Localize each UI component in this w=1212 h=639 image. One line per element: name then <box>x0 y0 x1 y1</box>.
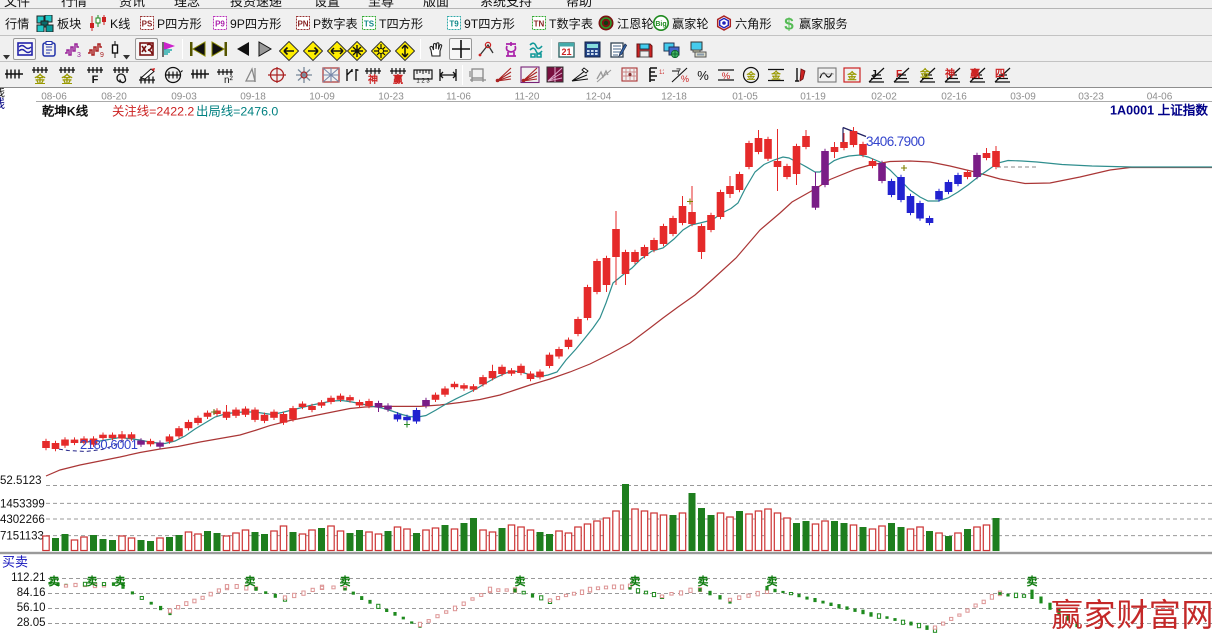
svg-text:Big: Big <box>655 21 666 28</box>
svg-text:n²: n² <box>224 75 234 84</box>
svg-text:11-20: 11-20 <box>515 92 540 103</box>
svg-text:神: 神 <box>945 67 955 80</box>
svg-text:卖: 卖 <box>340 574 351 588</box>
svg-text:T9: T9 <box>449 20 459 29</box>
svg-text:$: $ <box>784 15 794 32</box>
svg-text:卖: 卖 <box>698 574 709 588</box>
svg-text:09-18: 09-18 <box>240 92 266 103</box>
svg-text:买卖: 买卖 <box>2 555 28 570</box>
svg-text:03-09: 03-09 <box>1010 92 1036 103</box>
svg-text:TS: TS <box>364 20 375 29</box>
svg-text:56.10: 56.10 <box>17 602 46 614</box>
svg-text:出局线=2476.0: 出局线=2476.0 <box>196 105 278 119</box>
svg-text:赢家财富网: 赢家财富网 <box>1051 597 1212 633</box>
svg-text:卖: 卖 <box>1027 574 1038 588</box>
svg-text:金: 金 <box>61 72 74 84</box>
svg-text:01-05: 01-05 <box>732 92 758 103</box>
svg-text:PN: PN <box>297 20 308 29</box>
svg-text:线: 线 <box>0 88 5 99</box>
svg-text:卖: 卖 <box>245 574 256 588</box>
svg-text:赢: 赢 <box>393 73 403 84</box>
svg-text:卖: 卖 <box>767 574 778 588</box>
svg-text:金: 金 <box>846 71 857 83</box>
svg-text:TN: TN <box>534 20 545 29</box>
svg-text:02-16: 02-16 <box>941 92 967 103</box>
svg-text:123: 123 <box>659 70 664 76</box>
svg-text:线: 线 <box>0 97 5 111</box>
svg-text:01-19: 01-19 <box>800 92 826 103</box>
svg-text:金: 金 <box>745 70 756 81</box>
svg-text:卖: 卖 <box>115 574 126 588</box>
svg-text:金: 金 <box>770 70 781 82</box>
svg-text:P9: P9 <box>215 20 225 29</box>
svg-text:卖: 卖 <box>630 574 641 588</box>
svg-text:金: 金 <box>34 72 47 84</box>
svg-text:09-03: 09-03 <box>171 92 197 103</box>
svg-text:9: 9 <box>100 52 104 57</box>
svg-text:11-06: 11-06 <box>446 92 471 103</box>
svg-text:12-18: 12-18 <box>661 92 687 103</box>
svg-text:03-23: 03-23 <box>1078 92 1104 103</box>
svg-text:84.16: 84.16 <box>17 587 46 599</box>
svg-text:%: % <box>681 74 689 84</box>
svg-text:四: 四 <box>995 68 1005 80</box>
svg-text:08-06: 08-06 <box>41 92 67 103</box>
svg-text:卖: 卖 <box>49 574 60 588</box>
svg-text:7151133: 7151133 <box>0 531 44 543</box>
svg-text:52.5123: 52.5123 <box>0 475 42 487</box>
svg-text:%: % <box>722 71 731 82</box>
svg-text:关注线=2422.2: 关注线=2422.2 <box>112 104 194 119</box>
svg-text:12-04: 12-04 <box>586 92 612 103</box>
svg-text:J: J <box>871 69 877 80</box>
svg-text:112.21: 112.21 <box>11 572 45 584</box>
svg-text:金: 金 <box>919 67 931 80</box>
svg-text:2180.6001: 2180.6001 <box>80 437 138 452</box>
svg-text:卖: 卖 <box>515 574 526 588</box>
svg-text:1 2 3: 1 2 3 <box>416 79 430 85</box>
svg-text:%: % <box>697 68 709 83</box>
svg-text:10-09: 10-09 <box>309 92 335 103</box>
svg-text:F: F <box>896 69 902 80</box>
svg-text:28.05: 28.05 <box>17 617 46 629</box>
svg-text:1453399: 1453399 <box>0 498 45 510</box>
svg-text:21: 21 <box>561 47 571 57</box>
svg-text:10-23: 10-23 <box>378 92 404 103</box>
svg-text:04-06: 04-06 <box>1147 92 1173 103</box>
svg-text:卖: 卖 <box>87 574 98 588</box>
svg-text:4302266: 4302266 <box>0 514 45 526</box>
svg-text:PS: PS <box>142 20 153 29</box>
svg-text:1A0001 上证指数: 1A0001 上证指数 <box>1110 103 1208 118</box>
svg-text:F: F <box>92 74 99 84</box>
svg-text:3406.7900: 3406.7900 <box>866 134 925 149</box>
svg-text:": " <box>357 70 359 76</box>
svg-text:乾坤K线: 乾坤K线 <box>42 104 89 119</box>
svg-text:赢: 赢 <box>970 67 980 80</box>
svg-text:神: 神 <box>368 73 378 84</box>
svg-text:7: 7 <box>676 67 681 77</box>
svg-text:02-02: 02-02 <box>871 92 897 103</box>
svg-text:08-20: 08-20 <box>101 92 127 103</box>
svg-text:3: 3 <box>77 52 81 57</box>
